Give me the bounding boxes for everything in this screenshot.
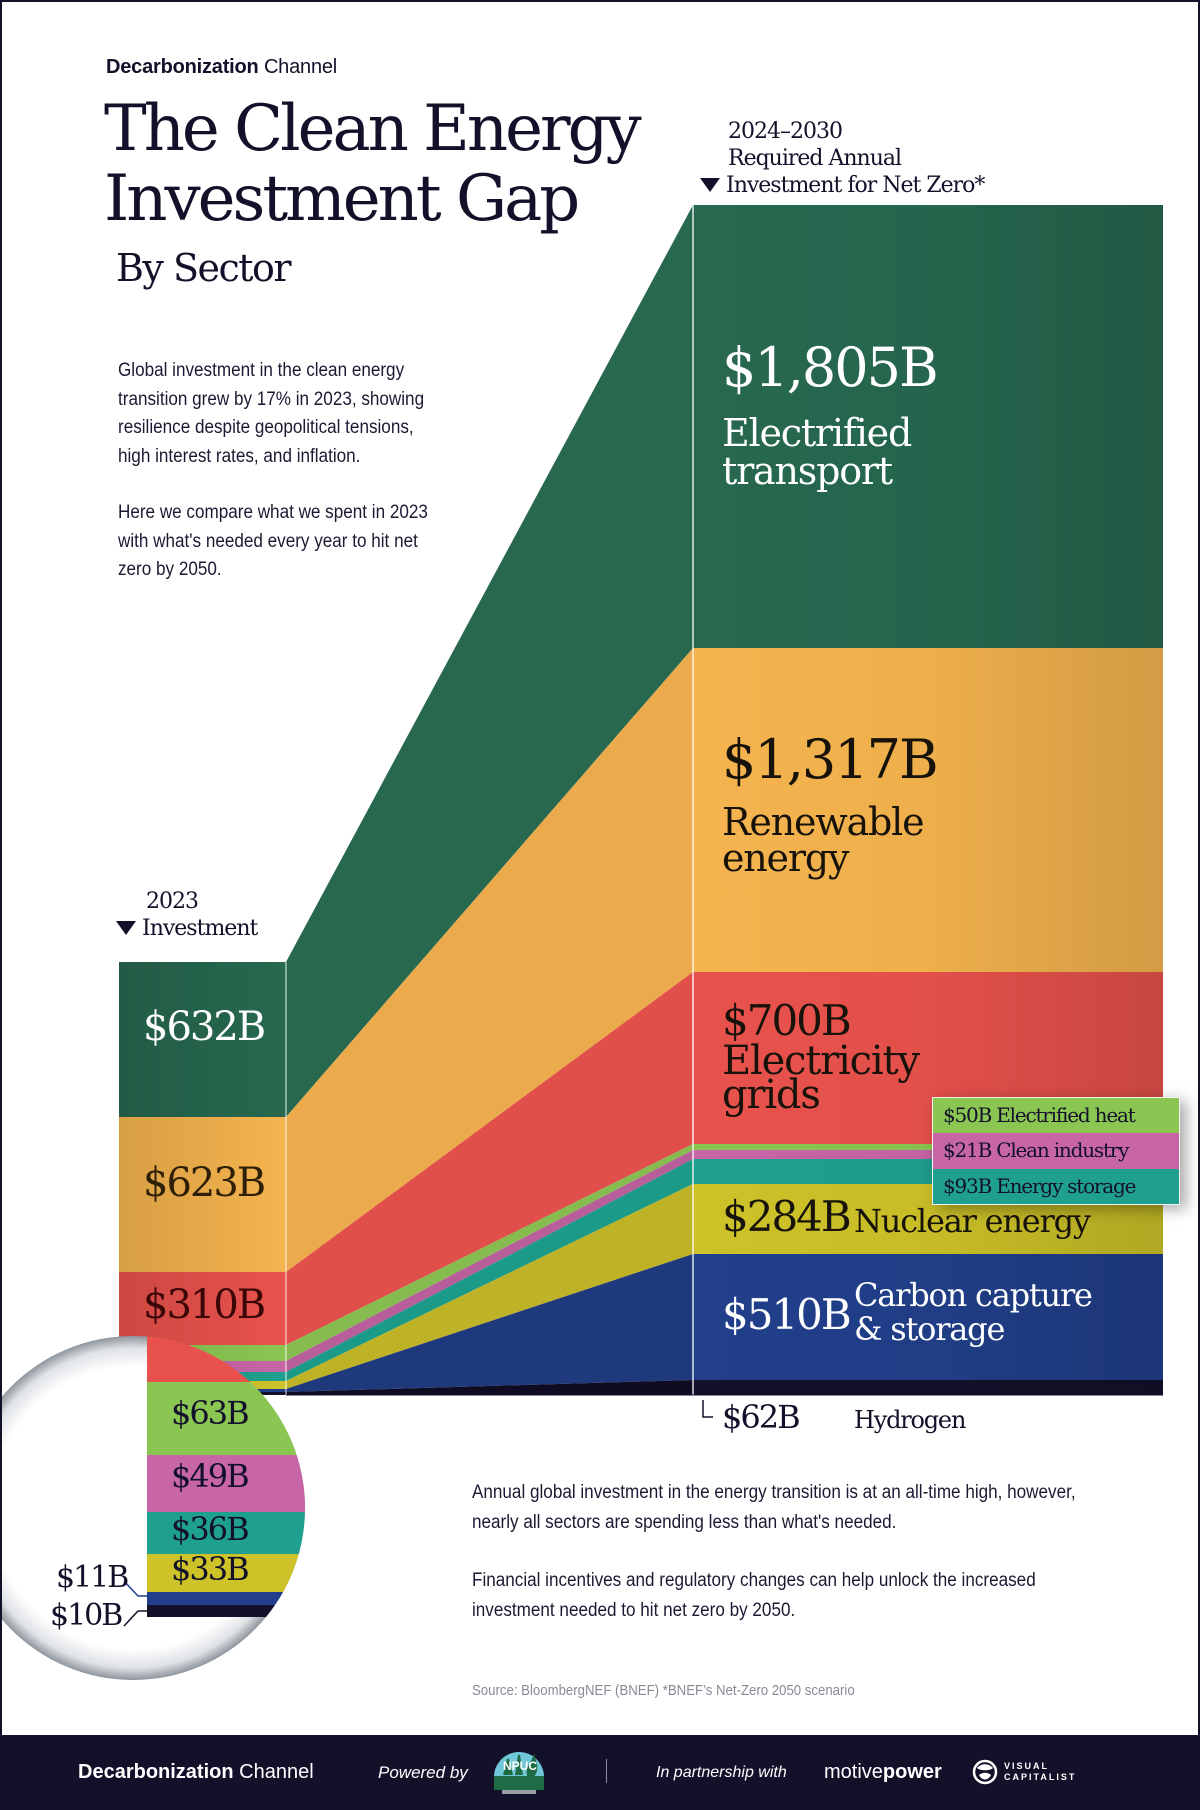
- npuc-text: NPUC: [503, 1759, 538, 1773]
- power-text: power: [882, 1761, 942, 1783]
- left-header-year: 2023: [146, 889, 199, 914]
- right-hydrogen-name: Hydrogen: [854, 1406, 966, 1434]
- grids-slope: [286, 972, 693, 1345]
- magnifier-nuclear-value: $33B: [171, 1550, 250, 1588]
- footer-brand-bold: Decarbonization: [78, 1761, 234, 1783]
- callout-storage: $93B Energy storage: [933, 1168, 1179, 1204]
- right-nuclear-value: $284B: [722, 1192, 852, 1241]
- magnifier-industry-value: $49B: [171, 1457, 250, 1495]
- transition-bands: [286, 205, 693, 1395]
- industry-slope: [286, 1150, 693, 1372]
- left-grids-value: $310B: [143, 1282, 266, 1328]
- magnifier-storage-value: $36B: [171, 1510, 250, 1548]
- left-column-header: 2023 Investment: [116, 888, 258, 942]
- brand-light: Channel: [263, 56, 338, 78]
- right-header-years: 2024–2030: [728, 119, 843, 144]
- down-triangle-icon: [116, 921, 136, 935]
- magnifier-ccs-value: $11B: [56, 1560, 129, 1595]
- title-line-2: Investment Gap: [104, 162, 580, 236]
- callout-industry: $21B Clean industry: [933, 1133, 1179, 1169]
- left-transport-value: $632B: [143, 1004, 266, 1050]
- transport-slope: [286, 205, 693, 1117]
- footer-divider: [606, 1759, 607, 1783]
- motivepower-logo: motivepower: [824, 1735, 942, 1810]
- renewable-name-line2: energy: [722, 836, 849, 880]
- right-header-line2: Required Annual: [728, 146, 902, 171]
- visual-capitalist-globe-icon: [972, 1759, 998, 1785]
- intro-paragraph-1: Global investment in the clean energy tr…: [118, 360, 425, 467]
- grids-name-line2: grids: [722, 1072, 821, 1118]
- right-column-header: 2024–2030 Required Annual Investment for…: [700, 118, 985, 199]
- right-grids-name: Electricity grids: [722, 1038, 920, 1118]
- right-transport-value: $1,805B: [722, 336, 939, 399]
- transport-name-line1: Electrified: [722, 411, 912, 455]
- heat-slope: [286, 1144, 693, 1361]
- left-header-label: Investment: [142, 916, 258, 941]
- partnership-label: In partnership with: [656, 1764, 787, 1781]
- hydrogen-leader-line: [123, 1610, 147, 1627]
- outro-paragraph-1: Annual global investment in the energy t…: [472, 1482, 1076, 1533]
- renewable-slope: [286, 648, 693, 1272]
- right-header-line3: Investment for Net Zero*: [726, 173, 985, 198]
- ccs-leader-line: [123, 1580, 147, 1597]
- ccs-name-line2: & storage: [854, 1310, 1005, 1348]
- ccs-name-line1: Carbon capture: [854, 1276, 1093, 1314]
- intro-paragraph-2: Here we compare what we spent in 2023 wi…: [118, 502, 428, 580]
- hydrogen-hook-line: [702, 1400, 713, 1418]
- hydrogen-slope: [286, 1380, 693, 1395]
- visual-capitalist-wordmark: VISUAL CAPITALIST: [1004, 1761, 1076, 1783]
- right-grids-value: $700B: [722, 996, 852, 1045]
- vc-line-1: VISUAL: [1004, 1761, 1050, 1771]
- outro-paragraph-2: Financial incentives and regulatory chan…: [472, 1570, 1036, 1621]
- grids-name-line1: Electricity: [722, 1038, 920, 1084]
- right-ccs-value: $510B: [722, 1290, 852, 1339]
- page-subtitle: By Sector: [116, 246, 292, 290]
- footer-brand-light: Channel: [239, 1761, 314, 1783]
- nuclear-slope: [286, 1184, 693, 1389]
- source-note: Source: BloombergNEF (BNEF) *BNEF’s Net-…: [472, 1682, 855, 1699]
- right-ccs-name: Carbon capture & storage: [854, 1276, 1093, 1348]
- down-triangle-icon: [700, 178, 720, 192]
- powered-by-label: Powered by: [378, 1763, 468, 1782]
- footer-bar: Decarbonization Channel Powered by NPUC …: [0, 1735, 1200, 1810]
- vc-line-2: CAPITALIST: [1004, 1772, 1077, 1782]
- magnifier-hydrogen-value: $10B: [50, 1598, 123, 1633]
- outro-text: Annual global investment in the energy t…: [472, 1478, 1112, 1654]
- ccs-slope: [286, 1254, 693, 1392]
- intro-text: Global investment in the clean energy tr…: [118, 357, 448, 613]
- small-sectors-callout: $50B Electrified heat $21B Clean industr…: [932, 1097, 1180, 1205]
- page-title: The Clean Energy Investment Gap: [104, 92, 642, 236]
- brand-bold: Decarbonization: [106, 56, 259, 78]
- right-hydrogen-value: $62B: [722, 1398, 801, 1436]
- left-renewable-value: $623B: [143, 1160, 266, 1206]
- right-nuclear-name: Nuclear energy: [854, 1202, 1091, 1240]
- brand-logo: Decarbonization Channel: [106, 56, 337, 79]
- storage-slope: [286, 1159, 693, 1381]
- title-line-1: The Clean Energy: [104, 92, 642, 166]
- callout-heat: $50B Electrified heat: [933, 1098, 1179, 1134]
- transport-name-line2: transport: [722, 449, 893, 493]
- magnifier-heat-value: $63B: [171, 1394, 250, 1432]
- footer-brand-logo: Decarbonization Channel: [78, 1735, 314, 1810]
- renewable-name-line1: Renewable: [722, 800, 925, 844]
- right-renewable-value: $1,317B: [722, 728, 939, 791]
- right-transport-name: Electrified transport: [722, 411, 912, 493]
- npuc-logo-icon: [494, 1752, 544, 1794]
- motive-text: motive: [824, 1761, 883, 1783]
- right-renewable-name: Renewable energy: [722, 800, 925, 880]
